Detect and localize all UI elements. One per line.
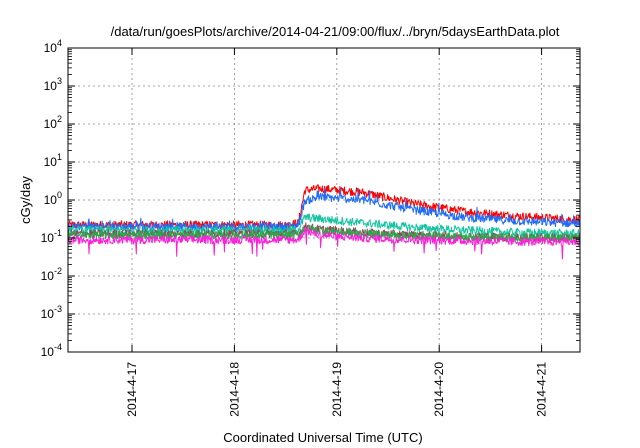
chart-title: /data/run/goesPlots/archive/2014-04-21/0… [111, 24, 560, 39]
y-tick-label: 10-2 [41, 266, 62, 283]
y-tick-label: 10-1 [41, 228, 62, 245]
series-line-6 [67, 226, 581, 260]
y-axis-label: cGy/day [18, 176, 33, 224]
x-ticks: 2014-4-17 2014-4-18 2014-4-19 2014-4-20 2014… [125, 48, 549, 417]
y-tick-label: 101 [44, 152, 62, 169]
grid-lines [68, 47, 580, 353]
y-tick-label: 100 [44, 190, 62, 207]
x-axis-label: Coordinated Universal Time (UTC) [223, 430, 422, 445]
x-tick-label: 2014-4-18 [227, 362, 241, 417]
y-tick-label: 10-3 [41, 304, 62, 321]
y-ticks: 10-4 10-3 10-2 10-1 100 101 102 103 104 [41, 38, 580, 359]
y-tick-label: 103 [44, 76, 62, 93]
x-tick-label: 2014-4-21 [535, 362, 549, 417]
series-line-3 [67, 213, 581, 238]
y-tick-label: 10-4 [41, 342, 62, 359]
series-line-5 [67, 224, 581, 243]
y-tick-label: 102 [44, 114, 62, 131]
x-tick-label: 2014-4-20 [432, 362, 446, 417]
x-tick-label: 2014-4-19 [330, 362, 344, 417]
series-group [67, 184, 581, 260]
y-tick-label: 104 [44, 38, 62, 55]
x-tick-label: 2014-4-17 [125, 362, 139, 417]
